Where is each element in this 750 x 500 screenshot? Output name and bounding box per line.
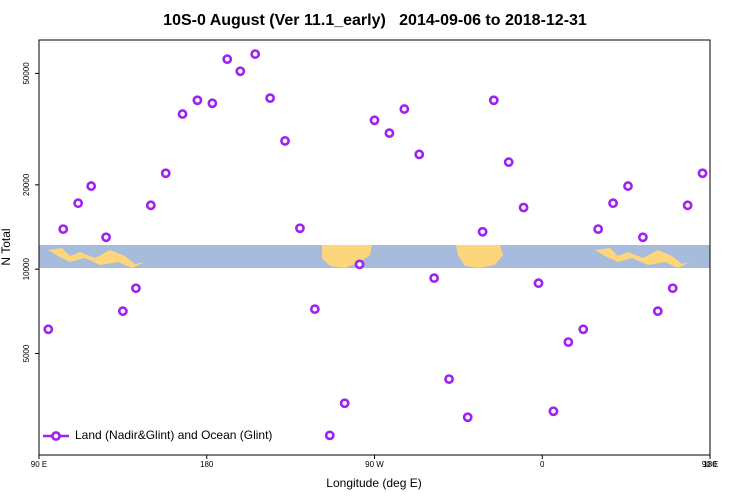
point — [608, 198, 618, 209]
point — [86, 181, 97, 191]
point — [235, 66, 246, 77]
point — [477, 226, 488, 237]
point — [697, 168, 708, 179]
point — [369, 115, 380, 126]
point — [145, 200, 156, 211]
x-tick-label: 90 E — [702, 460, 718, 469]
point — [192, 95, 203, 106]
point — [354, 259, 365, 270]
legend-marker — [51, 431, 61, 441]
point — [652, 306, 663, 317]
point — [623, 181, 633, 191]
y-axis-label: N Total — [0, 228, 13, 265]
point — [339, 398, 350, 409]
point — [280, 136, 290, 146]
point — [131, 283, 141, 294]
point — [533, 278, 544, 289]
point — [548, 406, 559, 417]
point — [295, 223, 305, 234]
point — [414, 149, 425, 160]
point — [117, 306, 128, 317]
point — [682, 200, 693, 211]
y-tick-label: 50000 — [22, 62, 31, 85]
point — [488, 95, 499, 106]
y-tick-label: 5000 — [22, 344, 31, 362]
x-tick-label: 180 — [200, 460, 214, 469]
x-tick-label: 90 W — [365, 460, 384, 469]
point — [73, 198, 84, 209]
point — [578, 324, 589, 335]
point — [324, 430, 335, 441]
point — [563, 337, 574, 347]
point — [444, 374, 454, 385]
point — [207, 98, 218, 109]
point — [503, 157, 514, 168]
point — [638, 232, 648, 243]
point — [160, 168, 171, 179]
y-tick-label: 10000 — [22, 257, 31, 280]
point — [462, 412, 473, 423]
map-band — [39, 245, 710, 268]
point — [250, 49, 261, 59]
legend-label: Land (Nadir&Glint) and Ocean (Glint) — [75, 428, 272, 442]
point — [429, 273, 440, 284]
y-tick-label: 20000 — [22, 173, 31, 196]
point — [399, 104, 410, 114]
x-tick-label: 180 — [703, 460, 717, 469]
point — [309, 304, 320, 315]
point — [667, 283, 678, 294]
point — [265, 93, 276, 104]
chart-title: 10S-0 August (Ver 11.1_early) 2014-09-06… — [163, 12, 587, 29]
point — [518, 202, 529, 213]
x-tick-label: 0 — [540, 460, 545, 469]
x-tick-label: 90 E — [31, 460, 47, 469]
x-axis-label: Longitude (deg E) — [326, 476, 421, 490]
point — [43, 324, 54, 335]
point — [58, 224, 69, 235]
point — [222, 54, 233, 65]
point — [177, 109, 188, 119]
point — [384, 128, 395, 139]
point — [593, 224, 604, 235]
point — [101, 232, 111, 243]
